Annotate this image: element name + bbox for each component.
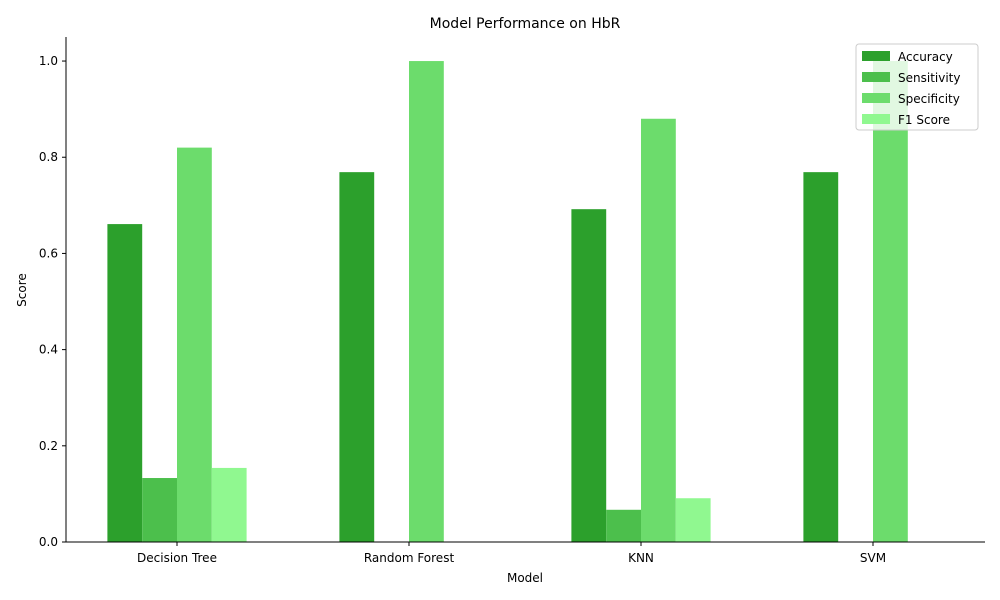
y-tick-label: 0.4 <box>39 343 58 357</box>
y-ticks-group: 0.0 0.2 0.4 0.6 0.8 1.0 <box>39 54 66 549</box>
chart-title: Model Performance on HbR <box>430 16 621 32</box>
legend-frame <box>855 43 979 131</box>
bar-accuracy-decision-tree <box>107 224 143 542</box>
legend-label: Specificity <box>898 92 960 106</box>
legend-label: Sensitivity <box>898 71 960 85</box>
x-tick-label: Random Forest <box>364 551 455 565</box>
legend-label: Accuracy <box>898 50 953 64</box>
y-tick-label: 0.2 <box>39 439 58 453</box>
bar-sensitivity-knn <box>606 509 641 542</box>
y-tick-label: 0.0 <box>39 535 58 549</box>
bar-accuracy-svm <box>803 172 839 542</box>
bar-specificity-random-forest <box>409 61 444 543</box>
legend-swatch <box>862 72 890 82</box>
x-ticks-group: Decision Tree Random Forest KNN SVM <box>137 542 886 565</box>
x-tick-label: Decision Tree <box>137 551 217 565</box>
y-axis-label: Score <box>15 273 29 307</box>
x-axis-label: Model <box>507 571 543 585</box>
y-tick-label: 0.6 <box>39 246 58 260</box>
y-tick-label: 0.8 <box>39 150 58 164</box>
bar-f1-score-decision-tree <box>211 467 247 542</box>
bar-specificity-svm <box>873 61 908 543</box>
legend-label: F1 Score <box>898 113 950 127</box>
x-tick-label: SVM <box>860 551 886 565</box>
legend: Accuracy Sensitivity Specificity F1 Score <box>855 43 979 131</box>
bar-sensitivity-decision-tree <box>142 478 177 542</box>
bars-group <box>107 61 908 543</box>
bar-accuracy-knn <box>571 209 607 542</box>
legend-swatch <box>862 93 890 103</box>
axes-group <box>65 37 985 543</box>
x-tick-label: KNN <box>628 551 654 565</box>
bar-specificity-decision-tree <box>177 147 212 542</box>
bar-specificity-knn <box>641 118 676 542</box>
bar-accuracy-random-forest <box>339 172 375 542</box>
legend-swatch <box>862 114 890 124</box>
legend-swatch <box>862 51 890 61</box>
y-tick-label: 1.0 <box>39 54 58 68</box>
bar-f1-score-knn <box>675 498 711 542</box>
